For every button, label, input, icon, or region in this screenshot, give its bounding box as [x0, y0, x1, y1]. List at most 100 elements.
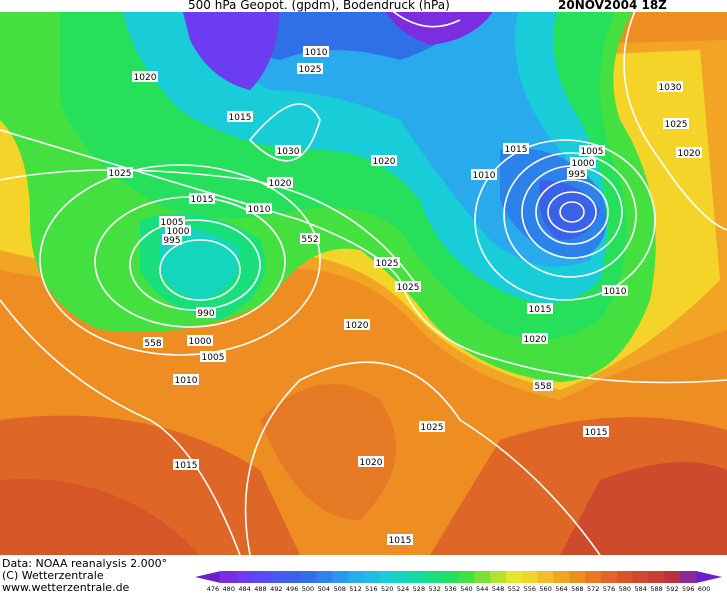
isobar-label-bg — [471, 169, 497, 180]
isobar-label-bg — [132, 71, 158, 82]
scale-swatch — [442, 571, 459, 583]
isobar-label: 1020 — [524, 335, 547, 345]
scale-label: 480 — [223, 585, 235, 593]
scale-swatch — [585, 571, 602, 583]
isobar-label: 1005 — [581, 147, 604, 157]
isobar-label-bg — [395, 281, 421, 292]
isobar-label-bg — [602, 285, 628, 296]
scale-label: 556 — [524, 585, 536, 593]
isobar-label: 1010 — [175, 376, 198, 386]
scale-label: 584 — [634, 585, 646, 593]
isobar-label: 1010 — [305, 48, 328, 58]
isobar-label-bg — [246, 203, 272, 214]
isobar-label: 1015 — [175, 461, 198, 471]
isobar-label: 1025 — [421, 423, 444, 433]
scale-label: 560 — [539, 585, 551, 593]
scale-label: 600 — [698, 585, 710, 593]
isobar-label: 1020 — [269, 179, 292, 189]
isobar-label-bg — [663, 118, 689, 129]
isobar-label: 990 — [197, 309, 214, 319]
isobar-label-bg — [583, 426, 609, 437]
scale-label: 532 — [429, 585, 441, 593]
color-scale: 476 480 484 488 492 496 500 504 508 512 516 520 524 5… — [195, 571, 722, 593]
isobar-label-bg — [303, 46, 329, 57]
scale-label: 552 — [508, 585, 520, 593]
scale-label: 524 — [397, 585, 409, 593]
isobar-label: 1015 — [529, 305, 552, 315]
isobar-label-bg — [196, 307, 216, 318]
isobar-label-bg — [165, 225, 191, 236]
isobar-label-bg — [227, 111, 253, 122]
scale-swatch — [569, 571, 586, 583]
scale-swatch — [252, 571, 269, 583]
scale-label: 564 — [555, 585, 567, 593]
scale-swatch — [458, 571, 475, 583]
isobar-label: 1025 — [376, 259, 399, 269]
isobar-label: 1010 — [473, 171, 496, 181]
isobar-label-bg — [503, 143, 529, 154]
map-title: 500 hPa Geopot. (gpdm), Bodendruck (hPa) — [188, 0, 450, 12]
scale-swatch — [616, 571, 634, 583]
scale-swatch — [680, 571, 697, 583]
scale-swatch — [220, 571, 238, 583]
isobar-label: 558 — [534, 382, 551, 392]
scale-swatch — [632, 571, 650, 583]
scale-label: 592 — [666, 585, 678, 593]
isobar-label: 1020 — [678, 149, 701, 159]
scale-label: 548 — [492, 585, 504, 593]
scale-label: 500 — [302, 585, 314, 593]
isobar-label: 1025 — [665, 120, 688, 130]
scale-label: 580 — [619, 585, 631, 593]
isobar-label: 1030 — [659, 83, 682, 93]
isobar-label: 1000 — [167, 227, 190, 237]
isobar-label: 552 — [301, 235, 318, 245]
isobar-label-bg — [200, 351, 226, 362]
isobar-label-bg — [676, 147, 702, 158]
isobar-label-bg — [189, 193, 215, 204]
scale-label: 520 — [381, 585, 393, 593]
isobar-label-bg — [579, 145, 605, 156]
isobar-label: 1020 — [360, 458, 383, 468]
scale-label: 488 — [254, 585, 266, 593]
isobar-label-bg — [107, 167, 133, 178]
isobar-label: 558 — [144, 339, 161, 349]
scale-label: 496 — [286, 585, 298, 593]
isobar-label-bg — [159, 216, 185, 227]
scale-label: 540 — [460, 585, 472, 593]
scale-swatch — [537, 571, 555, 583]
isobar-label-bg — [297, 63, 323, 74]
scale-swatch — [648, 571, 665, 583]
isobar-label: 1015 — [191, 195, 214, 205]
isobar-label: 1025 — [109, 169, 132, 179]
isobar-label: 1005 — [202, 353, 225, 363]
scale-label: 536 — [444, 585, 456, 593]
isobar-label: 1015 — [229, 113, 252, 123]
scale-label: 504 — [318, 585, 330, 593]
scale-swatch — [601, 571, 618, 583]
isobar-label: 1030 — [277, 147, 300, 157]
isobar-label: 1015 — [505, 145, 528, 155]
isobar-label-bg — [570, 157, 596, 168]
footer-copyright: (C) Wetterzentrale — [2, 569, 104, 582]
isobar-label-bg — [522, 333, 548, 344]
scale-label: 544 — [476, 585, 488, 593]
scale-label: 516 — [365, 585, 377, 593]
isobar-labels: 1020 1025 1015 1030 1020 1020 1025 1015 1015 1010… — [107, 46, 702, 546]
isobar-label-bg — [187, 335, 213, 346]
isobar-label-bg — [358, 456, 384, 467]
isobar-label: 1015 — [585, 428, 608, 438]
scale-label: 568 — [571, 585, 583, 593]
scale-swatch — [315, 571, 333, 583]
scale-swatch — [410, 571, 428, 583]
scale-label: 576 — [603, 585, 615, 593]
isobar-label-bg — [374, 257, 400, 268]
scale-label: 572 — [587, 585, 599, 593]
isobar-label-bg — [344, 319, 370, 330]
isobar-label: 1025 — [397, 283, 420, 293]
scale-swatch — [300, 571, 317, 583]
scale-swatch — [331, 571, 349, 583]
isobar-label-bg — [419, 421, 445, 432]
isobar-label: 995 — [163, 236, 180, 246]
scale-swatch — [553, 571, 570, 583]
